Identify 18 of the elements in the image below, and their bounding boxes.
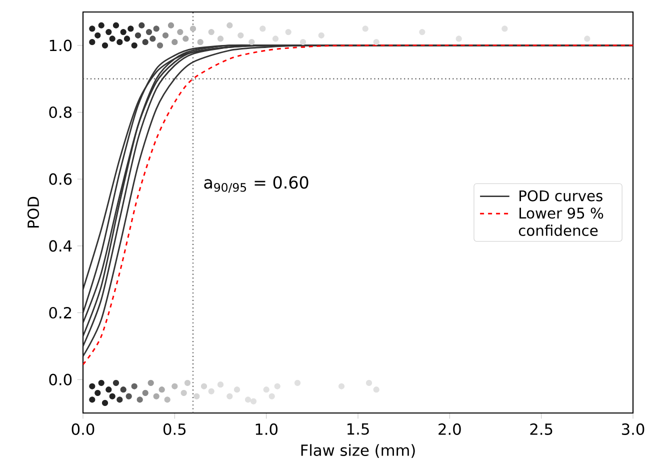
x-tick-label: 2.0 xyxy=(438,423,461,435)
y-tick-label: 0.6 xyxy=(49,173,72,185)
legend-label: POD curves xyxy=(520,190,602,202)
legend-label: Lower 95 % confidence xyxy=(518,208,604,236)
x-tick-label: 2.5 xyxy=(530,423,552,435)
x-tick-label: 0.5 xyxy=(163,423,186,435)
x-tick-label: 1.5 xyxy=(348,423,369,435)
annotation: a$_{90/95}$ = 0.60 xyxy=(204,176,308,193)
y-tick-label: 0.0 xyxy=(49,374,72,386)
y-tick-label: 1.0 xyxy=(50,40,72,52)
x-tick-label: 0.0 xyxy=(72,423,94,435)
y-tick-label: 0.2 xyxy=(49,306,72,319)
y-tick-label: 0.4 xyxy=(49,240,72,252)
x-tick-label: 3.0 xyxy=(622,423,644,435)
x-axis-title: Flaw size (mm) xyxy=(301,444,415,458)
y-tick-label: 0.8 xyxy=(49,106,72,118)
x-tick-label: 1.0 xyxy=(256,423,278,435)
y-axis-title: POD xyxy=(27,196,40,228)
